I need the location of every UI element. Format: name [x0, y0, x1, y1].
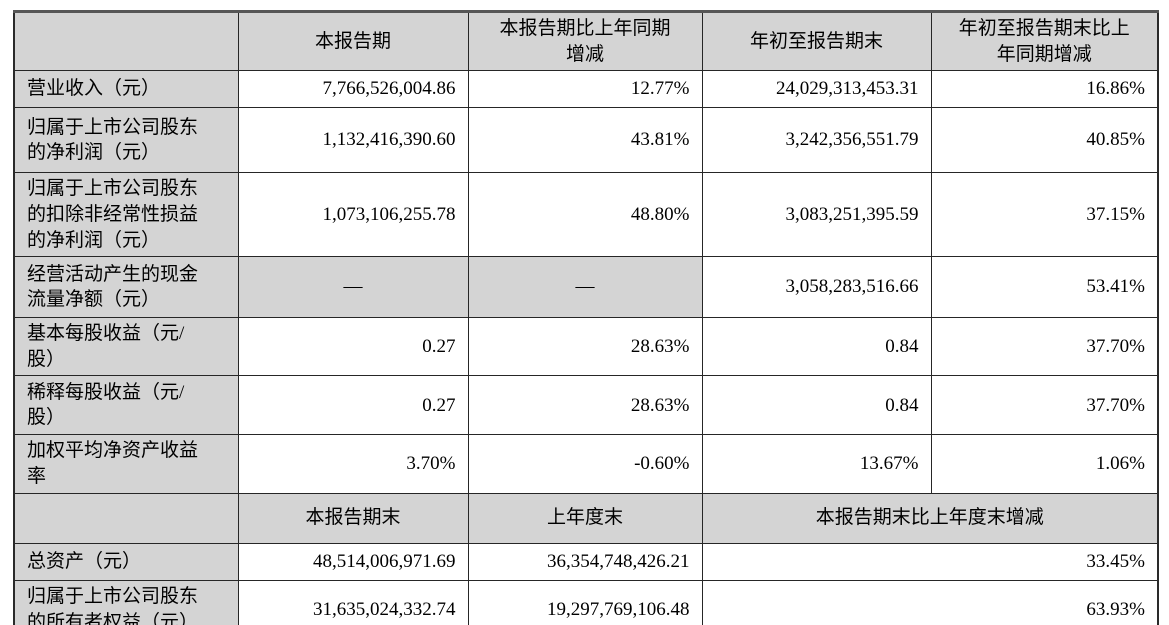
cell-value: 7,766,526,004.86 [237, 70, 469, 109]
row-label-basic-eps: 基本每股收益（元/ 股） [13, 317, 239, 377]
header-current-period: 本报告期 [237, 10, 469, 72]
table-row: 本报告期 本报告期比上年同期 增减 年初至报告期末 年初至报告期末比上 年同期增… [13, 10, 1159, 72]
cell-value: 13.67% [701, 434, 932, 494]
cell-value: 36,354,748,426.21 [467, 542, 703, 581]
header-prior-year-end: 上年度末 [467, 492, 703, 544]
cell-dash: — [237, 256, 469, 319]
cell-value: 19,297,769,106.48 [467, 579, 703, 625]
cell-value: 1,073,106,255.78 [237, 172, 469, 258]
table-row: 本报告期末 上年度末 本报告期末比上年度末增减 [13, 492, 1159, 544]
cell-dash: — [467, 256, 703, 319]
cell-value: 16.86% [930, 70, 1159, 109]
table-row: 归属于上市公司股东 的净利润（元） 1,132,416,390.60 43.81… [13, 107, 1159, 174]
cell-value: 53.41% [930, 256, 1159, 319]
table-row: 总资产（元） 48,514,006,971.69 36,354,748,426.… [13, 542, 1159, 581]
cell-value: 3,242,356,551.79 [701, 107, 932, 174]
cell-value: 48.80% [467, 172, 703, 258]
header-ytd: 年初至报告期末 [701, 10, 932, 72]
cell-value: 40.85% [930, 107, 1159, 174]
table-row: 稀释每股收益（元/ 股） 0.27 28.63% 0.84 37.70% [13, 375, 1159, 436]
key-financials-table: 本报告期 本报告期比上年同期 增减 年初至报告期末 年初至报告期末比上 年同期增… [13, 10, 1159, 625]
cell-value: 0.84 [701, 317, 932, 377]
cell-value: 37.70% [930, 375, 1159, 436]
table-row: 归属于上市公司股东 的所有者权益（元） 31,635,024,332.74 19… [13, 579, 1159, 625]
cell-value: 31,635,024,332.74 [237, 579, 469, 625]
cell-value: 0.84 [701, 375, 932, 436]
row-label-owners-equity: 归属于上市公司股东 的所有者权益（元） [13, 579, 239, 625]
row-label-total-assets: 总资产（元） [13, 542, 239, 581]
cell-value: 48,514,006,971.69 [237, 542, 469, 581]
cell-value: 63.93% [701, 579, 1159, 625]
header-period-end-change: 本报告期末比上年度末增减 [701, 492, 1159, 544]
cell-value: 1.06% [930, 434, 1159, 494]
row-label-diluted-eps: 稀释每股收益（元/ 股） [13, 375, 239, 436]
header-ytd-yoy-change: 年初至报告期末比上 年同期增减 [930, 10, 1159, 72]
table-row: 营业收入（元） 7,766,526,004.86 12.77% 24,029,3… [13, 70, 1159, 109]
cell-value: 33.45% [701, 542, 1159, 581]
header-yoy-change: 本报告期比上年同期 增减 [467, 10, 703, 72]
cell-value: 28.63% [467, 375, 703, 436]
table-row: 基本每股收益（元/ 股） 0.27 28.63% 0.84 37.70% [13, 317, 1159, 377]
cell-value: 37.15% [930, 172, 1159, 258]
row-label-weighted-roe: 加权平均净资产收益 率 [13, 434, 239, 494]
cell-value: 12.77% [467, 70, 703, 109]
cell-value: 28.63% [467, 317, 703, 377]
cell-value: 0.27 [237, 317, 469, 377]
row-label-revenue: 营业收入（元） [13, 70, 239, 109]
row-label-operating-cash-flow: 经营活动产生的现金 流量净额（元） [13, 256, 239, 319]
cell-value: 0.27 [237, 375, 469, 436]
cell-value: 1,132,416,390.60 [237, 107, 469, 174]
row-label-net-profit-excl-nonrecurring: 归属于上市公司股东 的扣除非经常性损益 的净利润（元） [13, 172, 239, 258]
header-blank-cell [13, 10, 239, 72]
row-label-net-profit: 归属于上市公司股东 的净利润（元） [13, 107, 239, 174]
table-row: 加权平均净资产收益 率 3.70% -0.60% 13.67% 1.06% [13, 434, 1159, 494]
header2-blank-cell [13, 492, 239, 544]
cell-value: 3,083,251,395.59 [701, 172, 932, 258]
header-period-end: 本报告期末 [237, 492, 469, 544]
table-row: 经营活动产生的现金 流量净额（元） — — 3,058,283,516.66 5… [13, 256, 1159, 319]
cell-value: -0.60% [467, 434, 703, 494]
table-row: 归属于上市公司股东 的扣除非经常性损益 的净利润（元） 1,073,106,25… [13, 172, 1159, 258]
cell-value: 43.81% [467, 107, 703, 174]
cell-value: 24,029,313,453.31 [701, 70, 932, 109]
cell-value: 3,058,283,516.66 [701, 256, 932, 319]
cell-value: 37.70% [930, 317, 1159, 377]
cell-value: 3.70% [237, 434, 469, 494]
